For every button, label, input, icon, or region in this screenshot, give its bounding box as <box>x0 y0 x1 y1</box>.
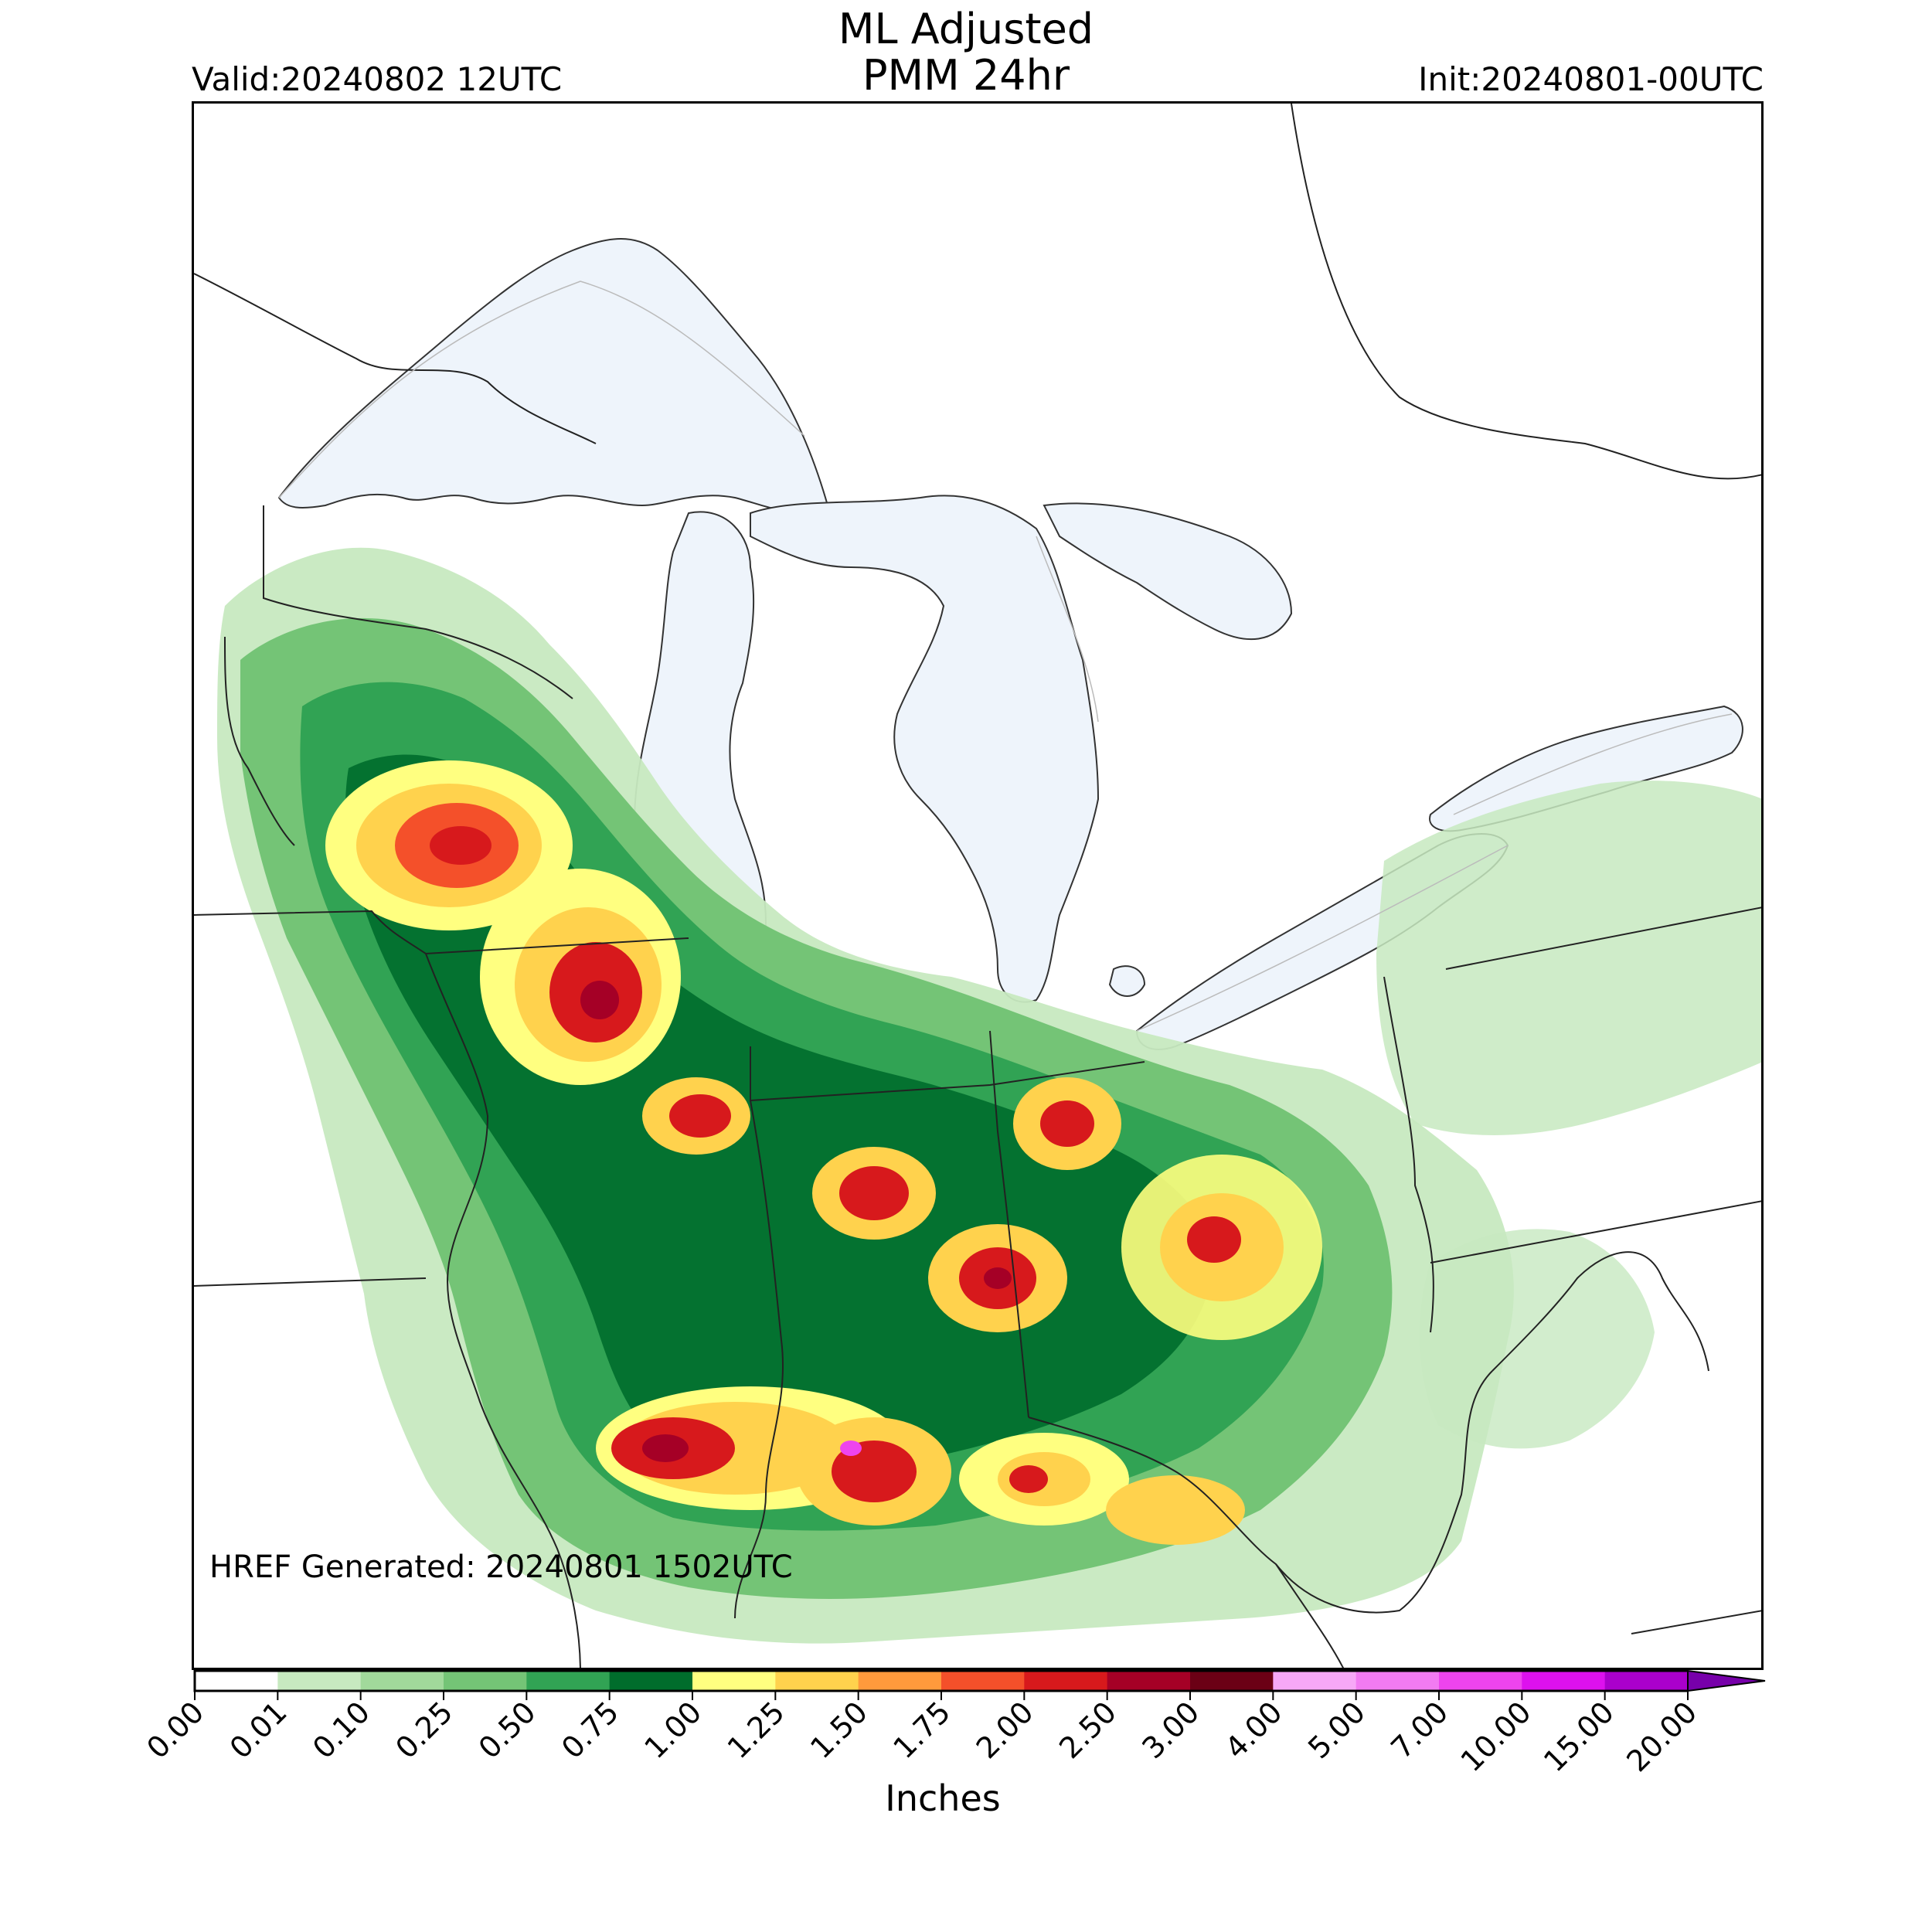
colorbar-swatch <box>609 1671 693 1691</box>
init-time-label: Init:20240801-00UTC <box>1418 60 1764 98</box>
colorbar-tick-label: 1.50 <box>804 1695 874 1765</box>
precip-0.01-ohio <box>1420 1229 1655 1449</box>
colorbar-tick-label: 1.00 <box>638 1695 708 1765</box>
pa-ny-border <box>1445 906 1761 970</box>
mn-wi-border <box>224 636 295 846</box>
colorbar-tick-label: 2.50 <box>1053 1695 1123 1765</box>
map-title-line1: ML Adjusted <box>838 5 1094 53</box>
colorbar-ticks: 0.00 0.01 0.10 0.25 0.50 0.75 1.00 1.25 1.50 1.75… <box>140 1691 1703 1778</box>
valid-time-label: Valid:20240802 12UTC <box>192 60 563 98</box>
map-canvas <box>194 104 1761 1668</box>
precipitation-field <box>217 547 1761 1644</box>
colorbar-swatch <box>1190 1671 1274 1691</box>
oh-pa-border <box>1383 976 1434 1333</box>
ohio-river <box>1028 1370 1493 1614</box>
colorbar-swatch <box>1107 1671 1191 1691</box>
colorbar-label: Inches <box>885 1777 1001 1819</box>
colorbar-tick-label: 20.00 <box>1620 1695 1703 1778</box>
colorbar-tick-label: 3.00 <box>1135 1695 1206 1765</box>
colorbar-swatch <box>195 1671 278 1691</box>
colorbar-swatches <box>193 1669 1766 1692</box>
canada-coast-north <box>1291 104 1761 480</box>
il-in-border <box>734 1046 784 1619</box>
colorbar-swatch <box>277 1671 362 1691</box>
colorbar-tick-label: 7.00 <box>1384 1695 1454 1765</box>
colorbar-tick-label: 4.00 <box>1219 1695 1289 1765</box>
colorbar-tick-label: 0.01 <box>223 1695 294 1765</box>
wv-border <box>1492 1251 1709 1372</box>
wi-mi-border <box>263 505 573 699</box>
precipitation-map: HREF Generated: 20240801 1502UTC <box>192 101 1764 1670</box>
href-generated-label: HREF Generated: 20240801 1502UTC <box>209 1549 793 1585</box>
colorbar-swatch <box>526 1671 611 1691</box>
colorbar-swatch <box>1355 1671 1440 1691</box>
map-title-line2: PMM 24hr <box>862 51 1070 100</box>
colorbar-tick-label: 0.10 <box>306 1695 376 1765</box>
colorbar-tick-label: 0.75 <box>555 1695 625 1765</box>
colorbar-tick-label: 0.50 <box>472 1695 543 1765</box>
colorbar-tick-label: 0.25 <box>389 1695 459 1765</box>
illinois-west <box>425 953 581 1668</box>
colorbar-tick-label: 2.00 <box>970 1695 1040 1765</box>
pa-south-border <box>1430 1200 1761 1264</box>
iowa-border-north <box>194 910 689 955</box>
in-oh-border <box>989 1030 1029 1418</box>
lake-st-clair <box>1108 965 1146 997</box>
colorbar-swatch <box>1522 1671 1606 1691</box>
mi-in-oh-border <box>750 1061 1145 1101</box>
precip-heavy-cores <box>325 760 1322 1545</box>
colorbar-swatch <box>1439 1671 1522 1691</box>
georgian-bay <box>1043 502 1293 641</box>
us-canada-border <box>194 273 597 444</box>
colorbar-swatch <box>444 1671 527 1691</box>
virginia-border <box>1631 1610 1761 1634</box>
lake-internal-borders <box>278 281 1733 1032</box>
iowa-missouri-border <box>194 1277 427 1287</box>
colorbar-tick-label: 15.00 <box>1537 1695 1621 1778</box>
colorbar-tick-label: 1.25 <box>721 1695 791 1765</box>
colorbar-tick-label: 5.00 <box>1301 1695 1372 1765</box>
colorbar-swatch <box>360 1671 444 1691</box>
colorbar-swatch <box>941 1671 1025 1691</box>
colorbar-swatch <box>692 1671 776 1691</box>
colorbar-extend-arrow <box>1687 1669 1766 1692</box>
colorbar-swatch <box>1604 1671 1689 1691</box>
colorbar-swatch <box>775 1671 859 1691</box>
precip-0.01-east <box>1376 781 1761 1135</box>
political-boundaries <box>194 104 1761 1668</box>
colorbar-swatch <box>858 1671 942 1691</box>
colorbar-tick-label: 0.00 <box>140 1695 210 1765</box>
ky-southern <box>1275 1563 1345 1668</box>
colorbar-swatch <box>1273 1671 1357 1691</box>
colorbar-tick-label: 10.00 <box>1454 1695 1538 1778</box>
colorbar-tick-label: 1.75 <box>886 1695 957 1765</box>
colorbar-swatch <box>1024 1671 1108 1691</box>
